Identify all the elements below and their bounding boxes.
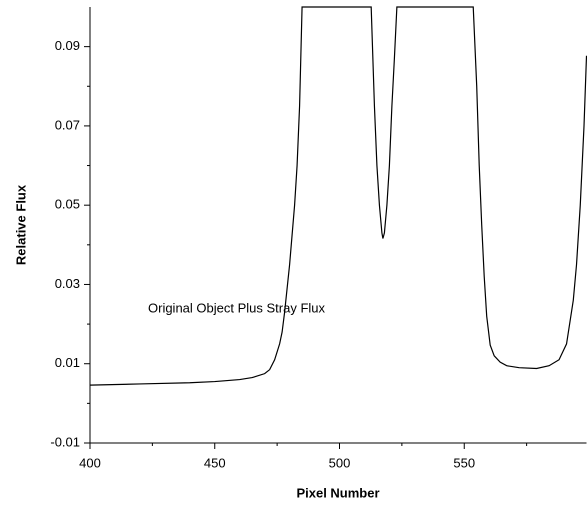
x-tick-label: 500 [329, 455, 351, 470]
y-tick-label: 0.01 [55, 355, 80, 370]
y-tick-label: 0.05 [55, 197, 80, 212]
annotation: Original Object Plus Stray Flux [148, 300, 326, 315]
x-tick-label: 450 [204, 455, 226, 470]
x-tick-label: 550 [453, 455, 475, 470]
data-line [89, 6, 587, 386]
y-tick-label: -0.01 [50, 434, 80, 449]
y-tick-label: 0.09 [55, 38, 80, 53]
y-tick-label: 0.07 [55, 117, 80, 132]
x-axis-label: Pixel Number [296, 485, 379, 500]
y-axis-label: Relative Flux [13, 184, 28, 265]
x-tick-label: 400 [79, 455, 101, 470]
y-tick-label: 0.03 [55, 276, 80, 291]
